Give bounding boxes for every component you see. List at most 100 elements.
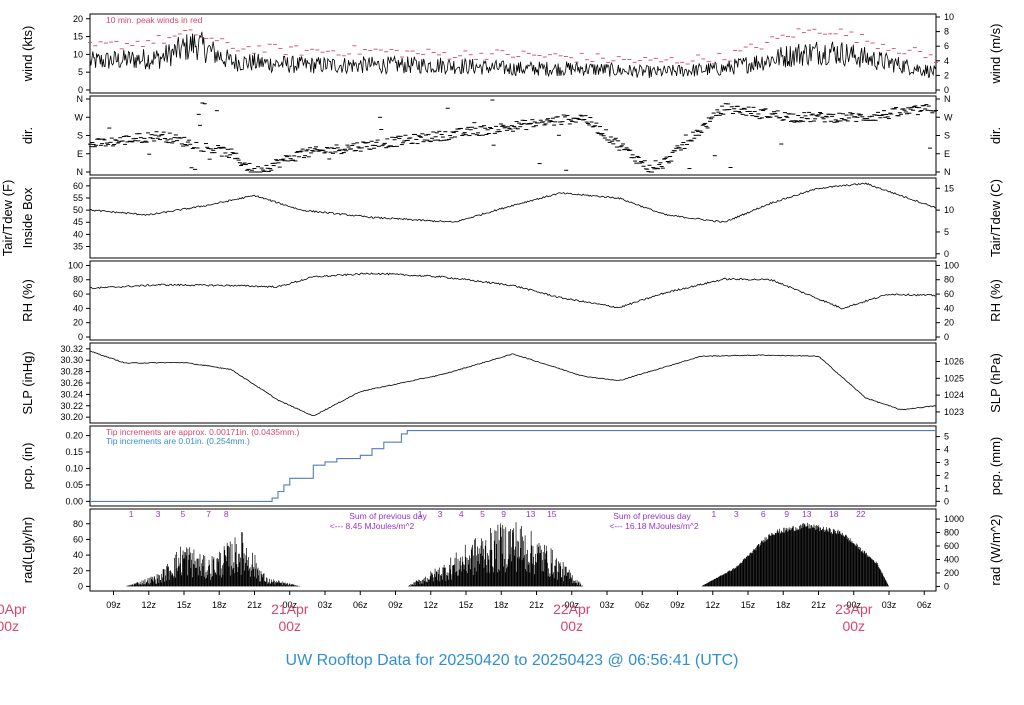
wind-left-tick-label: 5 [78, 67, 83, 77]
rh-right-tick-label: 0 [944, 332, 949, 342]
rad-sum-title-1: Sum of previous day [349, 511, 427, 521]
slp-right-axis: 1023 1024 1025 1026 [936, 356, 964, 417]
time-axis: 09z 12z 15z 18z 21z 00z 03z 06z 09z 12z 15z 18z 21z 0… [0, 591, 932, 634]
temp-panel-frame [89, 177, 937, 259]
temp-left-axis: 35 40 45 50 55 60 [73, 181, 90, 252]
temp-left-label: Inside Box [20, 187, 35, 248]
dir-left-tick-label: N [77, 167, 84, 177]
rh-panel-frame [89, 260, 937, 341]
rh-right-tick-label: 40 [944, 303, 954, 313]
rad-sum-value-1: <--- 8.45 MJoules/m^2 [330, 521, 415, 531]
radiation-series [126, 522, 889, 587]
figure-footer: UW Rooftop Data for 20250420 to 20250423… [286, 652, 739, 669]
rh-left-tick-label: 80 [73, 275, 83, 285]
time-tick-label: 03z [882, 600, 897, 610]
rad-hour-mark: 5 [180, 509, 185, 519]
temp-right-tick-label: 10 [944, 205, 954, 215]
rad-left-tick-label: 20 [73, 566, 83, 576]
pcp-left-tick-label: 0.05 [65, 480, 83, 490]
rh-left-label: RH (%) [20, 279, 35, 322]
temp-right-tick-label: 0 [944, 249, 949, 259]
rh-left-axis: 0 20 40 60 80 100 [68, 260, 90, 342]
slp-left-tick-label: 30.24 [60, 389, 83, 399]
wind-right-tick-label: 8 [944, 27, 949, 37]
time-tick-label: 00z [282, 600, 297, 610]
dir-left-tick-label: N [77, 94, 84, 104]
rad-hour-mark: 18 [829, 509, 839, 519]
pcp-right-tick-label: 5 [944, 432, 949, 442]
slp-left-tick-label: 30.26 [60, 378, 83, 388]
rh-left-tick-label: 40 [73, 303, 83, 313]
pcp-right-tick-label: 3 [944, 458, 949, 468]
time-tick-label: 12z [141, 600, 156, 610]
pcp-left-tick-label: 0.15 [65, 447, 83, 457]
rh-left-tick-label: 60 [73, 289, 83, 299]
wind-right-tick-label: 6 [944, 41, 949, 51]
rad-right-tick-label: 600 [944, 541, 959, 551]
temp-left-tick-label: 60 [73, 181, 83, 191]
rad-hour-marks: 1 3 5 7 8 1 3 4 5 9 13 15 1 3 6 9 13 18 22 [129, 509, 866, 519]
rad-hour-mark: 4 [459, 509, 464, 519]
dir-left-tick-label: S [77, 131, 83, 141]
temp-left-tick-label: 40 [73, 229, 83, 239]
temp-right-axis: 0 5 10 15 [936, 183, 954, 259]
slp-left-tick-label: 30.32 [60, 344, 83, 354]
rad-hour-mark: 1 [129, 509, 134, 519]
slp-right-tick-label: 1025 [944, 373, 964, 383]
dir-right-tick-label: W [944, 112, 953, 122]
slp-panel-frame [89, 342, 937, 424]
day-label-date: 21Apr [271, 601, 309, 617]
rad-left-tick-label: 40 [73, 550, 83, 560]
precip-approx-series [90, 430, 936, 502]
rh-left-tick-label: 100 [68, 260, 83, 270]
pcp-left-axis: 0.00 0.05 0.10 0.15 0.20 [65, 431, 90, 506]
rad-hour-mark: 13 [526, 509, 536, 519]
pcp-right-tick-label: 4 [944, 445, 949, 455]
rad-left-tick-label: 60 [73, 534, 83, 544]
pcp-right-label: pcp. (mm) [988, 437, 1003, 496]
temp-left-tick-label: 45 [73, 217, 83, 227]
temp-left-tick-label: 50 [73, 205, 83, 215]
rad-right-tick-label: 400 [944, 554, 959, 564]
rh-right-tick-label: 100 [944, 260, 959, 270]
day-label-hour: 00z [560, 618, 583, 634]
rad-hour-mark: 15 [547, 509, 557, 519]
day-label-date: 23Apr [835, 601, 873, 617]
time-tick-label: 03z [600, 600, 615, 610]
wind-left-axis: 0 5 10 15 20 [73, 14, 90, 95]
wind-right-axis: 0 2 4 6 8 10 [936, 12, 954, 95]
time-tick-label: 09z [106, 600, 121, 610]
time-tick-label: 09z [670, 600, 685, 610]
slp-left-tick-label: 30.28 [60, 367, 83, 377]
dir-left-tick-label: W [75, 112, 84, 122]
day-label-hour: 00z [278, 618, 301, 634]
wind-right-label: wind (m/s) [988, 24, 1003, 85]
wind-left-tick-label: 10 [73, 49, 83, 59]
wind-direction-series [88, 99, 938, 173]
wind-right-tick-label: 2 [944, 70, 949, 80]
day-label-date: 22Apr [553, 601, 591, 617]
slp-right-label: SLP (hPa) [988, 353, 1003, 413]
wind-left-tick-label: 20 [73, 14, 83, 24]
wind-peak-series [88, 28, 938, 65]
rad-left-tick-label: 0 [78, 581, 83, 591]
time-tick-label: 06z [353, 600, 368, 610]
rad-sum-value-2: <--- 16.18 MJoules/m^2 [609, 521, 699, 531]
dir-right-label: dir. [988, 127, 1003, 144]
rad-hour-mark: 9 [784, 509, 789, 519]
rad-hour-mark: 3 [156, 509, 161, 519]
pcp-left-tick-label: 0.10 [65, 463, 83, 473]
pcp-right-tick-label: 2 [944, 470, 949, 480]
rad-hour-mark: 3 [438, 509, 443, 519]
slp-right-tick-label: 1023 [944, 407, 964, 417]
time-tick-label: 18z [212, 600, 227, 610]
pcp-right-tick-label: 1 [944, 483, 949, 493]
pcp-left-tick-label: 0.00 [65, 496, 83, 506]
rad-hour-mark: 13 [802, 509, 812, 519]
pcp-right-axis: 0 1 2 3 4 5 [936, 432, 949, 506]
time-tick-label: 09z [388, 600, 403, 610]
time-tick-label: 15z [459, 600, 474, 610]
